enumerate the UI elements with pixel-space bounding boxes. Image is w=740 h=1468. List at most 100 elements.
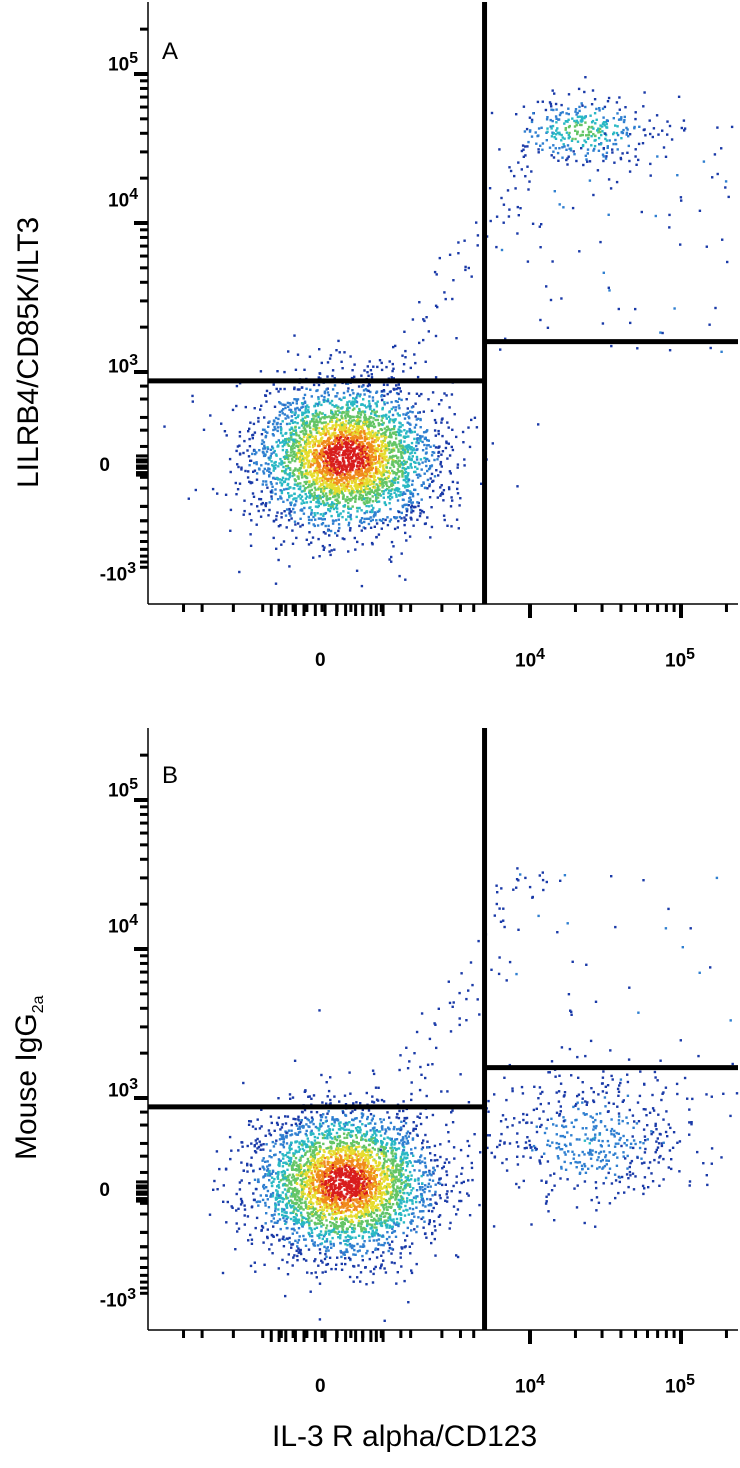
panel-a-event (412, 447, 415, 450)
panel-a-event (709, 346, 712, 350)
panel-a-event (367, 374, 370, 377)
panel-a-event (300, 452, 303, 455)
panel-a-event (285, 422, 289, 426)
panel-a-event (461, 430, 465, 434)
panel-a-event (385, 449, 388, 452)
panel-a-event (365, 517, 369, 520)
panel-a-event (272, 451, 275, 454)
panel-a-event (349, 515, 352, 519)
panel-a-event (349, 416, 352, 420)
panel-a-event (372, 422, 376, 426)
panel-a-event (540, 223, 543, 226)
panel-a-event (310, 420, 314, 423)
panel-a-event (407, 478, 411, 482)
panel-b-event (397, 1222, 401, 1225)
panel-a-event (264, 430, 267, 433)
panel-a-event (425, 316, 428, 319)
panel-b-event (366, 1222, 369, 1226)
panel-a-event (296, 398, 300, 401)
panel-a-event (385, 444, 388, 447)
panel-b-event (276, 1123, 279, 1126)
panel-a-event (370, 462, 373, 466)
panel-a-event (352, 431, 355, 435)
panel-a-event (312, 428, 315, 431)
panel-a-event (380, 398, 384, 402)
panel-b-event (273, 1221, 276, 1224)
panel-a-event (250, 503, 253, 506)
panel-a-event (549, 118, 552, 122)
panel-a-event (376, 418, 379, 422)
panel-a-event (238, 430, 242, 434)
panel-a-event (620, 137, 623, 140)
panel-a-event (446, 421, 449, 424)
panel-b-event (311, 1154, 314, 1158)
panel-a-event (548, 146, 552, 149)
panel-a-event (352, 489, 355, 493)
panel-a-event (294, 438, 297, 441)
panel-a-event (335, 404, 338, 407)
panel-a-event (560, 297, 563, 300)
panel-a-event (716, 172, 719, 176)
panel-a-event (617, 118, 621, 121)
panel-a-event (380, 477, 383, 481)
panel-a-event (290, 510, 293, 513)
panel-b-event (487, 1099, 490, 1103)
panel-a-event (448, 406, 451, 409)
panel-a-event (508, 166, 511, 169)
panel-a-event (398, 397, 401, 400)
panel-b-event (429, 1185, 432, 1188)
panel-a-event (326, 477, 329, 481)
panel-a-event (273, 405, 277, 408)
panel-a-event (405, 507, 408, 511)
panel-a-event (403, 440, 406, 443)
panel-a-event (312, 414, 315, 417)
panel-b-event (418, 1169, 421, 1172)
panel-a-event (317, 439, 320, 443)
panel-a-event (315, 501, 318, 504)
panel-a-event (364, 464, 368, 467)
panel-a-event (315, 496, 319, 500)
panel-a-event (265, 502, 268, 505)
panel-a-event (344, 436, 347, 439)
panel-a-event (267, 462, 270, 466)
panel-a-event (622, 120, 626, 124)
panel-a-event (289, 403, 292, 406)
panel-a-event (353, 459, 357, 463)
panel-a-event (392, 465, 396, 468)
panel-b-event (375, 1239, 378, 1242)
panel-a-event (584, 140, 588, 144)
panel-a-event (390, 407, 393, 411)
panel-a-event (431, 451, 434, 454)
panel-a-event (372, 459, 375, 462)
panel-a-event (354, 486, 358, 490)
panel-a-event (377, 422, 380, 425)
panel-b-event (309, 1185, 312, 1188)
panel-a-event (590, 144, 593, 147)
panel-a-event (381, 486, 384, 489)
panel-a-event (397, 392, 400, 396)
panel-a-event (298, 459, 302, 462)
panel-a-event (290, 419, 293, 422)
panel-a-event (374, 435, 377, 438)
panel-b-event (271, 1140, 274, 1144)
panel-a-event (354, 397, 357, 401)
panel-a-event (258, 497, 261, 501)
panel-a-event (368, 402, 371, 406)
panel-a-event (555, 121, 558, 124)
panel-a-event (262, 509, 265, 512)
panel-a-event (300, 464, 304, 467)
panel-a-event (363, 418, 367, 422)
panel-a-event (303, 427, 306, 430)
panel-a-event (306, 425, 309, 428)
panel-a-event (586, 137, 590, 140)
panel-a-event (605, 151, 609, 154)
panel-a-event (323, 417, 326, 420)
panel-a-event (346, 403, 349, 406)
panel-a-event (364, 496, 367, 500)
panel-a-event (313, 460, 316, 463)
panel-b-event (389, 1121, 393, 1125)
panel-a-event (361, 410, 364, 413)
panel-a-event (319, 477, 323, 480)
panel-a-event (366, 384, 370, 388)
panel-a-event (371, 437, 374, 440)
